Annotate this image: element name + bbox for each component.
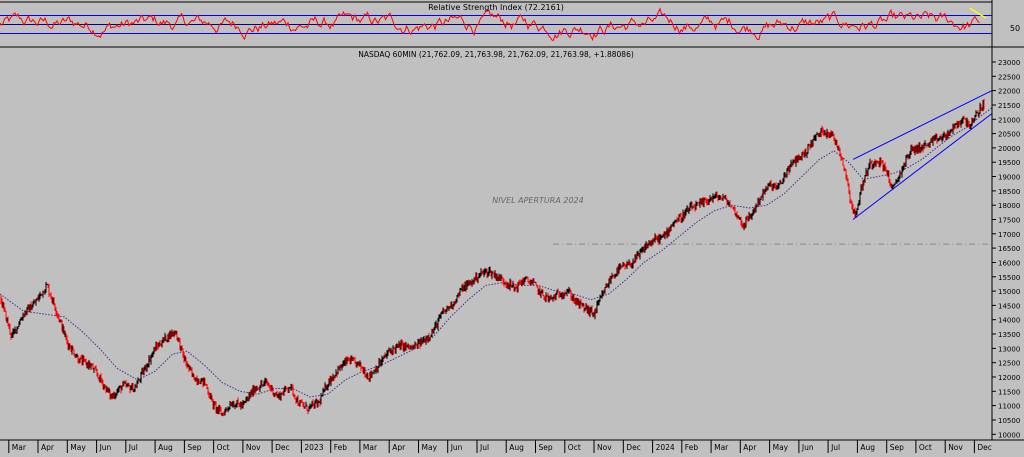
y-tick-label: 22500 [998, 73, 1020, 81]
y-tick-label: 11000 [998, 403, 1020, 411]
x-tick-label: May [773, 443, 789, 452]
x-tick-label: Sep [187, 443, 201, 452]
lower-trendline [852, 113, 993, 220]
y-tick-label: 13500 [998, 331, 1020, 339]
x-tick-label: Jul [830, 443, 840, 452]
rsi-panel [0, 1, 1024, 48]
x-tick-label: Mar [12, 443, 27, 452]
y-tick-label: 12500 [998, 360, 1020, 368]
y-tick-label: 15000 [998, 288, 1020, 296]
rsi-level-label: 50 [1010, 24, 1020, 33]
x-tick-label: Sep [890, 443, 904, 452]
y-tick-label: 19000 [998, 174, 1020, 182]
x-tick-label: Nov [597, 443, 612, 452]
x-tick-label: May [70, 443, 86, 452]
y-tick-label: 22000 [998, 88, 1020, 96]
x-tick-label: Dec [626, 443, 641, 452]
x-tick-label: Feb [334, 443, 348, 452]
x-tick-label: Feb [685, 443, 699, 452]
x-tick-label: Oct [568, 443, 581, 452]
candlesticks [0, 98, 985, 417]
x-tick-label: Apr [392, 443, 406, 452]
y-tick-label: 12000 [998, 374, 1020, 382]
y-tick-label: 20500 [998, 131, 1020, 139]
x-tick-label: 2023 [304, 443, 323, 452]
right-axis: 10000 10500 11000 11500 12000 12500 13000 13500… [991, 0, 1020, 440]
x-tick-label: Apr [743, 443, 757, 452]
y-tick-label: 15500 [998, 274, 1020, 282]
x-tick-label: Aug [158, 443, 173, 452]
y-tick-label: 10000 [998, 431, 1020, 439]
y-tick-label: 14500 [998, 302, 1020, 310]
y-tick-label: 23000 [998, 59, 1020, 67]
x-tick-label: Nov [246, 443, 261, 452]
reference-level-label: NIVEL APERTURA 2024 [492, 196, 583, 205]
y-tick-label: 18500 [998, 188, 1020, 196]
x-tick-label: Dec [977, 443, 992, 452]
y-tick-label: 19500 [998, 159, 1020, 167]
price-title: NASDAQ 60MIN (21,762.09, 21,763.98, 21,7… [358, 50, 634, 59]
x-tick-label: Apr [41, 443, 55, 452]
price-panel [0, 90, 993, 417]
rsi-line [0, 7, 980, 42]
x-tick-label: Aug [509, 443, 524, 452]
x-tick-label: Oct [217, 443, 230, 452]
y-tick-label: 14000 [998, 317, 1020, 325]
y-tick-label: 17000 [998, 231, 1020, 239]
rsi-title: Relative Strength Index (72.2161) [428, 3, 564, 12]
y-tick-label: 17500 [998, 217, 1020, 225]
y-tick-label: 16500 [998, 245, 1020, 253]
x-tick-label: Dec [275, 443, 290, 452]
x-tick-label: May [422, 443, 438, 452]
y-tick-label: 21000 [998, 116, 1020, 124]
x-tick-label: Jun [450, 443, 463, 452]
x-axis: Mar Apr May Jun Jul Aug Sep Oct Nov Dec 2023 Feb Mar… [0, 439, 1024, 453]
y-tick-label: 11500 [998, 388, 1020, 396]
moving-average-line [0, 107, 993, 398]
y-tick-label: 20000 [998, 145, 1020, 153]
x-tick-label: Jul [479, 443, 489, 452]
rsi-trend-highlight [969, 7, 987, 19]
y-tick-label: 21500 [998, 102, 1020, 110]
x-tick-label: Nov [948, 443, 963, 452]
x-tick-label: Mar [714, 443, 729, 452]
y-tick-label: 10500 [998, 417, 1020, 425]
x-tick-label: Jul [128, 443, 138, 452]
y-tick-label: 16000 [998, 260, 1020, 268]
x-tick-label: Mar [363, 443, 378, 452]
x-tick-label: Jun [801, 443, 814, 452]
x-tick-label: Jun [99, 443, 112, 452]
y-tick-label: 13000 [998, 345, 1020, 353]
x-tick-label: Sep [539, 443, 553, 452]
y-tick-label: 18000 [998, 202, 1020, 210]
upper-trendline [852, 90, 993, 160]
x-tick-label: 2024 [656, 443, 675, 452]
x-tick-label: Aug [860, 443, 875, 452]
x-tick-label: Oct [919, 443, 932, 452]
